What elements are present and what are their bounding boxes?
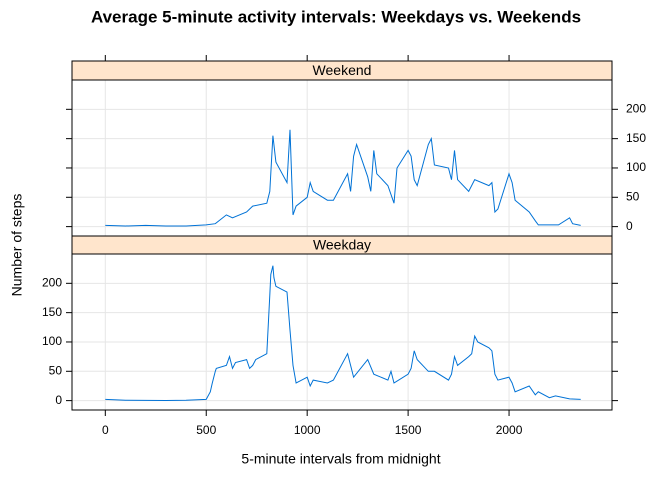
y-axis-label: Number of steps: [9, 194, 25, 297]
y-tick-label: 0: [55, 393, 62, 407]
data-line: [105, 265, 581, 402]
x-tick-label: 2000: [496, 423, 523, 437]
x-tick-label: 1000: [294, 423, 321, 437]
y-tick-label: 150: [42, 305, 62, 319]
strip-label: Weekday: [313, 237, 371, 253]
data-line: [105, 129, 581, 227]
panel-frame: [71, 253, 613, 411]
x-tick-label: 0: [102, 423, 109, 437]
strip-label: Weekend: [313, 62, 372, 78]
y-tick-label: 150: [626, 131, 646, 145]
y-tick-label: 50: [49, 363, 63, 377]
chart-title: Average 5-minute activity intervals: Wee…: [91, 7, 581, 26]
y-tick-label: 100: [42, 334, 62, 348]
y-tick-label: 200: [42, 275, 62, 289]
y-tick-label: 50: [626, 189, 640, 203]
y-tick-label: 100: [626, 160, 646, 174]
x-axis-label: 5-minute intervals from midnight: [241, 451, 440, 467]
y-tick-label: 200: [626, 101, 646, 115]
panel-frame: [71, 79, 613, 237]
y-tick-label: 0: [626, 219, 633, 233]
x-tick-label: 500: [196, 423, 216, 437]
x-tick-label: 1500: [395, 423, 422, 437]
